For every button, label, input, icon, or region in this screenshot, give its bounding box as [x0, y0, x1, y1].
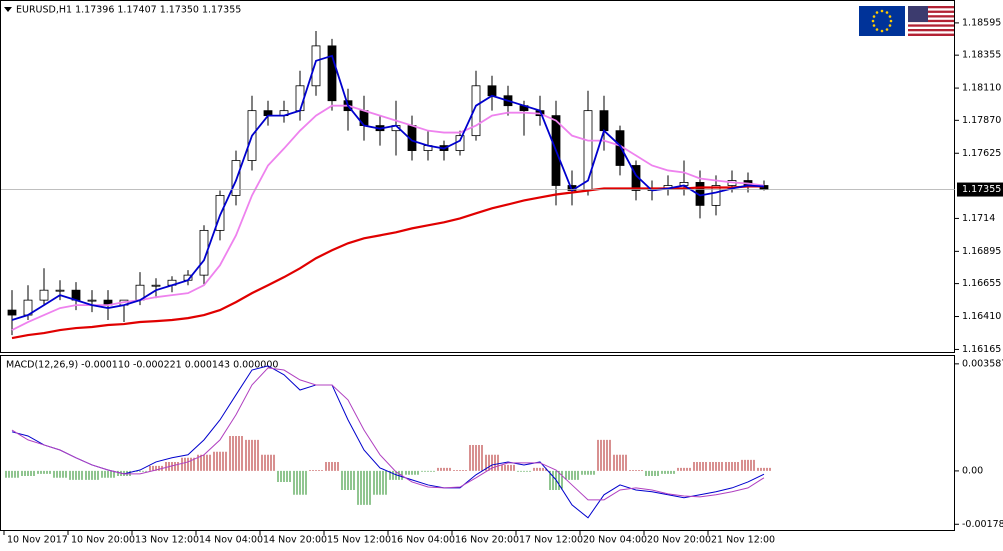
indicator-line [11, 367, 765, 501]
y-tick-label: 1.16165 [962, 344, 1001, 355]
x-tick-label: 20 Nov 04:00 [583, 535, 647, 546]
macd-panel-frame [0, 355, 955, 531]
x-tick-label: 14 Nov 04:00 [199, 535, 263, 546]
candle-body [711, 185, 721, 206]
price-label-box [957, 182, 1003, 197]
y-tick-label: 1.18110 [962, 83, 1001, 94]
candle-body [199, 229, 209, 276]
chart-title: EURUSD,H1 1.17396 1.17407 1.17350 1.1735… [16, 5, 241, 16]
candle-body [151, 284, 161, 287]
y-tick-label: 1.1714 [962, 213, 995, 224]
eu-flag [859, 6, 905, 36]
x-tick-label: 14 Nov 20:00 [263, 535, 327, 546]
candle-body [471, 85, 481, 137]
y-tick-label: 0.00 [962, 465, 983, 476]
candle-body [311, 45, 321, 87]
indicator-line [11, 365, 765, 519]
price-label: 1.17355 [962, 184, 1001, 195]
main-panel-frame [0, 0, 955, 353]
y-tick-label: 1.16655 [962, 278, 1001, 289]
y-tick-label: 1.16895 [962, 246, 1001, 257]
x-tick-label: 10 Nov 20:00 [71, 535, 135, 546]
candle-body [599, 110, 609, 132]
y-tick-label: 0.003587 [962, 358, 1003, 369]
indicator-title: MACD(12,26,9) -0.000110 -0.000221 0.0001… [6, 360, 278, 371]
candle-body [55, 289, 65, 292]
x-tick-label: 13 Nov 12:00 [135, 535, 199, 546]
y-tick-label: 1.18595 [962, 17, 1001, 28]
x-tick-label: 17 Nov 12:00 [519, 535, 583, 546]
x-tick-label: 16 Nov 20:00 [455, 535, 519, 546]
candle-body [487, 85, 497, 97]
x-tick-label: 15 Nov 12:00 [327, 535, 391, 546]
us-flag [908, 6, 954, 36]
y-tick-label: 1.17625 [962, 148, 1001, 159]
indicator-line [11, 185, 764, 340]
candle-body [87, 299, 97, 302]
x-tick-label: 16 Nov 04:00 [391, 535, 455, 546]
x-tick-label: 21 Nov 12:00 [711, 535, 775, 546]
symbol-menu-arrow[interactable] [4, 7, 12, 12]
y-tick-label: 1.17870 [962, 115, 1001, 126]
candle-body [295, 85, 305, 112]
y-tick-label: -0.001788 [962, 519, 1003, 530]
candle-body [215, 195, 225, 231]
x-tick-label: 10 Nov 2017 [7, 535, 68, 546]
candle-body [39, 289, 49, 301]
y-tick-label: 1.16410 [962, 311, 1001, 322]
candle-body [455, 135, 465, 151]
candle-body [327, 45, 337, 102]
y-tick-label: 1.18355 [962, 50, 1001, 61]
candle-body [7, 309, 17, 316]
x-tick-label: 20 Nov 20:00 [647, 535, 711, 546]
indicator-line [11, 54, 765, 321]
